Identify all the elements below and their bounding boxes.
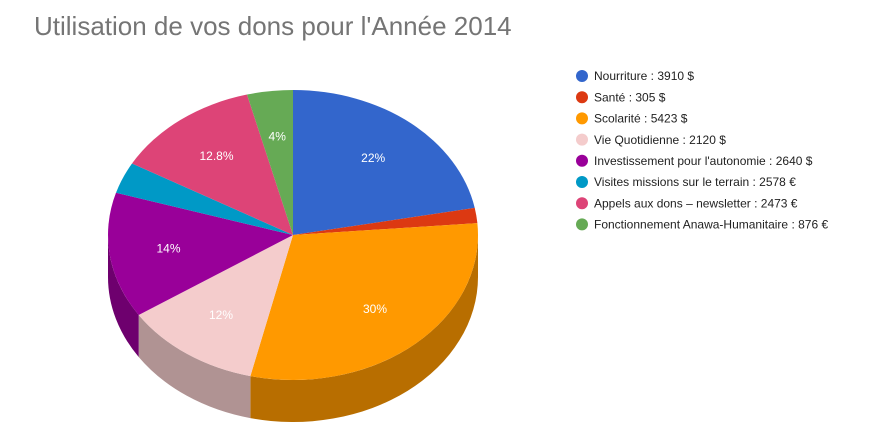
legend-label: Appels aux dons – newsletter : 2473 €: [594, 196, 798, 210]
legend-label: Santé : 305 $: [594, 90, 666, 104]
legend-marker: [576, 176, 588, 188]
slice: [138, 235, 293, 377]
legend-marker: [576, 133, 588, 146]
slice-side: [250, 235, 478, 422]
legend-marker: [576, 154, 588, 167]
chart-title: Utilisation de vos dons pour l'Année 201…: [34, 11, 512, 41]
legend-label: Nourriture : 3910 $: [594, 69, 694, 83]
legend-label: Fonctionnement Anawa-Humanitaire : 876 €: [594, 218, 828, 232]
legend-label: Vie Quotidienne : 2120 $: [594, 133, 726, 147]
slice: [293, 207, 478, 235]
legend-marker: [576, 91, 588, 104]
legend-label: Investissement pour l'autonomie : 2640 $: [594, 154, 813, 168]
slice: [132, 94, 293, 235]
legend-label: Scolarité : 5423 $: [594, 112, 688, 126]
slice-label: 4%: [269, 129, 287, 143]
slice: [116, 163, 293, 235]
legend-marker: [576, 218, 588, 231]
slice-side: [108, 235, 139, 357]
slice-label: 12%: [209, 308, 233, 322]
slice-label: 12.8%: [200, 149, 234, 163]
legend-marker: [576, 112, 588, 125]
slice-label: 22%: [361, 151, 385, 165]
legend-marker: [576, 70, 588, 82]
slice-label: 14%: [156, 241, 180, 255]
slice-side: [138, 314, 251, 419]
slice-label: 30%: [363, 302, 387, 316]
slice: [108, 192, 294, 315]
legend-label: Visites missions sur le terrain : 2578 €: [594, 175, 796, 189]
slice: [293, 90, 475, 235]
slice: [246, 90, 293, 235]
slice: [250, 223, 478, 380]
legend-marker: [576, 197, 588, 210]
